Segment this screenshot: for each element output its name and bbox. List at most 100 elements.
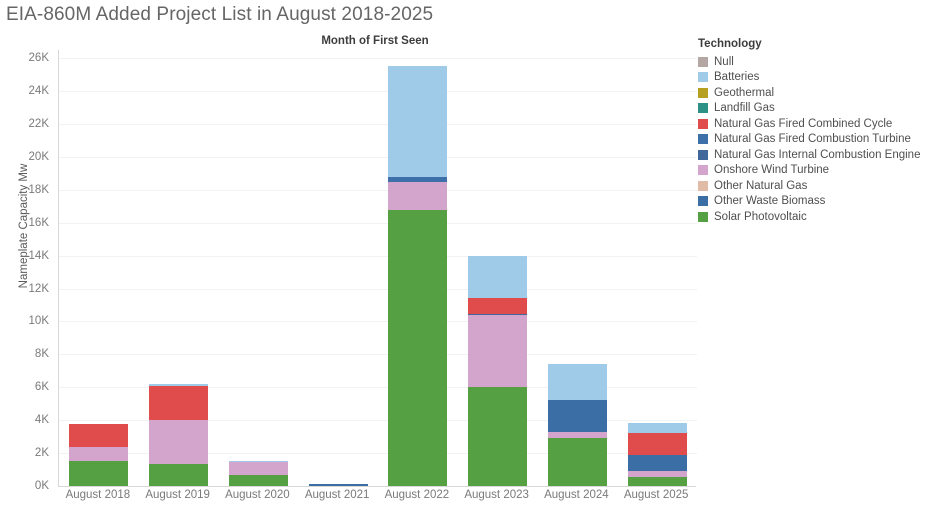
gridline <box>59 420 697 422</box>
bar-segment[interactable] <box>228 461 288 463</box>
bar-segment[interactable] <box>468 387 528 486</box>
legend-item[interactable]: Batteries <box>698 70 934 86</box>
y-axis-tick-label: 22K <box>28 118 49 131</box>
bar-slot <box>139 50 219 486</box>
y-axis-tick-label: 2K <box>34 447 49 460</box>
bar-segment[interactable] <box>547 438 607 486</box>
gridline <box>59 189 697 191</box>
legend-item-label: Other Natural Gas <box>714 179 808 192</box>
stacked-bar[interactable] <box>149 384 209 486</box>
bar-segment[interactable] <box>468 313 528 315</box>
bar-slot <box>378 50 458 486</box>
x-axis-tick-label: August 2023 <box>464 489 529 501</box>
bar-segment[interactable] <box>308 483 368 486</box>
legend-item-label: Batteries <box>714 71 760 84</box>
stacked-bar[interactable] <box>388 66 448 486</box>
bar-segment[interactable] <box>547 399 607 432</box>
legend-item[interactable]: Natural Gas Internal Combustion Engine <box>698 147 934 163</box>
bar-segment[interactable] <box>468 255 528 299</box>
bar-segment[interactable] <box>149 384 209 386</box>
y-axis-tick-label: 20K <box>28 150 49 163</box>
legend-item-label: Natural Gas Fired Combustion Turbine <box>714 133 911 146</box>
bar-segment[interactable] <box>627 471 687 477</box>
legend-swatch-icon <box>698 180 708 191</box>
legend-item[interactable]: Landfill Gas <box>698 101 934 117</box>
bar-slot <box>617 50 697 486</box>
gridline <box>59 222 697 224</box>
y-axis-tick-label: 26K <box>28 52 49 65</box>
legend-item[interactable]: Other Natural Gas <box>698 178 934 194</box>
stacked-bar[interactable] <box>547 364 607 486</box>
legend: Technology Null Batteries Geothermal Landfi… <box>698 38 934 225</box>
gridline <box>59 321 697 323</box>
legend-swatch-icon <box>698 103 708 114</box>
bar-segment[interactable] <box>388 66 448 177</box>
y-axis-tick-label: 14K <box>28 249 49 262</box>
stacked-bar[interactable] <box>308 483 368 486</box>
legend-swatch-icon <box>698 87 708 98</box>
bar-slot <box>219 50 299 486</box>
x-axis-line <box>58 486 696 487</box>
legend-item[interactable]: Null <box>698 54 934 70</box>
bar-segment[interactable] <box>69 446 129 462</box>
bar-segment[interactable] <box>468 314 528 388</box>
legend-items: Null Batteries Geothermal Landfill Gas Natur… <box>698 54 934 225</box>
bar-segment[interactable] <box>69 423 129 447</box>
y-axis-tick-label: 24K <box>28 85 49 98</box>
bar-segment[interactable] <box>149 385 209 421</box>
stacked-bar[interactable] <box>69 423 129 486</box>
legend-item[interactable]: Solar Photovoltaic <box>698 209 934 225</box>
gridline <box>59 288 697 290</box>
y-axis-tick-label: 6K <box>34 381 49 394</box>
x-axis-labels: August 2018 August 2019 August 2020 August … <box>58 489 696 501</box>
page-title: EIA-860M Added Project List in August 20… <box>6 4 434 25</box>
legend-item[interactable]: Natural Gas Fired Combustion Turbine <box>698 132 934 148</box>
legend-item[interactable]: Onshore Wind Turbine <box>698 163 934 179</box>
gridline <box>59 255 697 257</box>
bar-slot <box>298 50 378 486</box>
legend-swatch-icon <box>698 56 708 67</box>
gridline <box>59 58 697 60</box>
y-axis-tick-label: 16K <box>28 216 49 229</box>
stacked-bar[interactable] <box>228 461 288 486</box>
bar-segment[interactable] <box>547 431 607 439</box>
bar-segment[interactable] <box>627 476 687 486</box>
bar-segment[interactable] <box>547 364 607 400</box>
legend-item[interactable]: Natural Gas Fired Combined Cycle <box>698 116 934 132</box>
bar-segment[interactable] <box>627 422 687 434</box>
bar-segment[interactable] <box>627 433 687 455</box>
gridline <box>59 124 697 126</box>
y-axis-tick-label: 18K <box>28 183 49 196</box>
bar-segment[interactable] <box>627 454 687 472</box>
legend-swatch-icon <box>698 134 708 145</box>
bar-segment[interactable] <box>388 209 448 486</box>
bar-segment[interactable] <box>228 462 288 476</box>
y-axis-ticks: 0K 2K 4K 6K 8K 10K 12K 14K 16K 18K 20K 22K 24K 26K <box>0 50 57 492</box>
legend-item-label: Natural Gas Internal Combustion Engine <box>714 148 921 161</box>
legend-item-label: Landfill Gas <box>714 102 775 115</box>
x-axis-tick-label: August 2025 <box>623 489 689 501</box>
stacked-bar[interactable] <box>468 255 528 486</box>
plot-area <box>58 50 697 486</box>
bar-segment[interactable] <box>468 298 528 314</box>
stacked-bar[interactable] <box>627 422 687 486</box>
x-axis-tick-label: August 2024 <box>544 489 609 501</box>
legend-item-label: Other Waste Biomass <box>714 195 826 208</box>
bar-segment[interactable] <box>69 461 129 486</box>
chart-subtitle: Month of First Seen <box>321 35 429 47</box>
legend-swatch-icon <box>698 211 708 222</box>
x-axis-tick-label: August 2018 <box>65 489 131 501</box>
bar-segment[interactable] <box>149 420 209 464</box>
y-axis-tick-label: 10K <box>28 315 49 328</box>
legend-item-label: Solar Photovoltaic <box>714 210 807 223</box>
legend-swatch-icon <box>698 149 708 160</box>
bar-segment[interactable] <box>388 181 448 210</box>
y-axis-tick-label: 4K <box>34 414 49 427</box>
bar-segment[interactable] <box>388 176 448 182</box>
bar-segment[interactable] <box>228 475 288 486</box>
legend-item[interactable]: Other Waste Biomass <box>698 194 934 210</box>
x-axis-tick-label: August 2021 <box>304 489 370 501</box>
legend-item[interactable]: Geothermal <box>698 85 934 101</box>
legend-title: Technology <box>698 38 762 50</box>
bar-segment[interactable] <box>149 463 209 486</box>
